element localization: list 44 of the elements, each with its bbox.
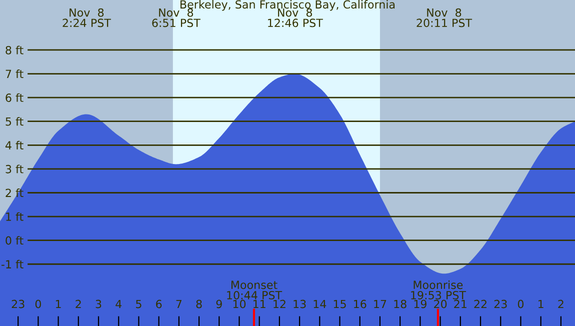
x-tick-label: 23 <box>494 300 507 308</box>
y-tick-label: 8 ft <box>6 46 24 54</box>
y-tick-label: 4 ft <box>5 140 24 150</box>
x-tick-label: 22 <box>474 300 486 308</box>
y-tick-label: 0 ft <box>6 236 24 245</box>
y-tick-label: 6 ft <box>6 93 24 102</box>
x-tick-label: 19 <box>414 300 426 308</box>
x-tick-label: 8 <box>196 300 202 308</box>
x-tick-label: 9 <box>216 300 222 308</box>
x-tick-label: 12 <box>274 300 286 308</box>
x-tick-label: 10 <box>233 300 246 308</box>
y-tick-label: 3 ft <box>6 164 24 174</box>
ref-line-label: Moonset 10:44 PST <box>227 280 282 300</box>
x-tick-label: 0 <box>35 300 41 308</box>
ref-line-label: Moonrise 19:53 PST <box>411 280 466 300</box>
y-tick-label: 2 ft <box>6 188 24 197</box>
x-tick-label: 6 <box>156 300 162 308</box>
annotation: Nov 8 2:24 PST <box>62 8 111 28</box>
x-tick-label: 2 <box>76 300 81 308</box>
x-tick-label: 0 <box>518 300 524 308</box>
annotation: Nov 8 6:51 PST <box>152 8 200 28</box>
x-tick-label: 1 <box>538 300 544 308</box>
annotation: Nov 8 20:11 PST <box>416 8 472 28</box>
annotation: Nov 8 12:46 PST <box>268 8 323 28</box>
x-tick-label: 16 <box>354 300 366 308</box>
x-tick-label: 7 <box>176 300 182 308</box>
x-tick-label: 21 <box>454 300 466 308</box>
x-tick-label: 20 <box>434 300 447 308</box>
y-tick-label: 5 ft <box>6 117 24 126</box>
x-tick-label: 13 <box>294 300 306 308</box>
x-tick-label: 23 <box>12 300 24 308</box>
y-tick-label: 7 ft <box>6 70 24 78</box>
x-tick-label: 1 <box>56 300 61 308</box>
x-tick-label: 2 <box>558 300 564 308</box>
x-tick-label: 4 <box>116 300 122 308</box>
y-tick-label: 1 ft <box>6 212 24 221</box>
x-tick-label: 14 <box>314 300 326 308</box>
x-tick-label: 15 <box>334 300 346 308</box>
x-tick-label: 5 <box>136 300 142 308</box>
x-tick-label: 11 <box>254 300 266 308</box>
y-tick-label: -1 ft <box>1 260 24 268</box>
x-tick-label: 18 <box>394 300 406 308</box>
x-tick-label: 17 <box>374 300 386 308</box>
x-tick-label: 3 <box>96 300 102 308</box>
